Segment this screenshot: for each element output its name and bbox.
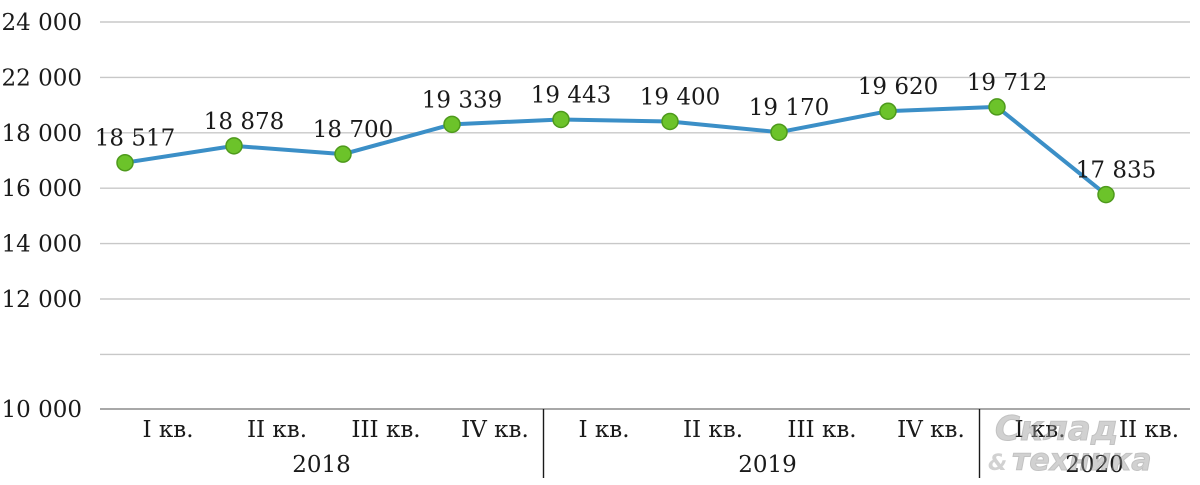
y-tick-label: 22 000: [2, 65, 82, 91]
data-point: [1097, 185, 1115, 204]
data-label: 19 620: [858, 74, 938, 100]
data-point: [988, 98, 1006, 116]
data-label: 17 835: [1076, 158, 1156, 184]
x-group-label: 2020: [1065, 452, 1124, 478]
x-tick-label: IV кв.: [897, 417, 965, 443]
x-axis: I кв. II кв. III кв. IV кв. I кв. II кв. III к…: [142, 409, 1179, 478]
watermark-text-1: Склад: [995, 409, 1118, 449]
x-tick-label: I кв.: [1014, 417, 1065, 443]
data-point: [879, 102, 897, 120]
data-point: [770, 123, 788, 141]
x-tick-label: I кв.: [578, 417, 629, 443]
y-tick-label: 10 000: [2, 397, 82, 423]
y-tick-label: 14 000: [2, 232, 82, 258]
data-labels: 18 517 18 878 18 700 19 339 19 443 19 400 19 1…: [95, 70, 1156, 184]
data-label: 19 170: [749, 95, 829, 121]
x-tick-label: II кв.: [683, 417, 743, 443]
x-tick-label: I кв.: [142, 417, 193, 443]
x-tick-label: III кв.: [351, 417, 420, 443]
data-label: 19 712: [967, 70, 1047, 96]
y-tick-label: 18 000: [2, 121, 82, 147]
data-label: 19 443: [531, 82, 611, 108]
data-label: 18 878: [204, 109, 284, 135]
data-point: [334, 145, 352, 163]
data-label: 19 339: [422, 87, 502, 113]
series-polyline: [124, 104, 1108, 197]
watermark-amp: &: [988, 451, 1007, 476]
x-group-label: 2018: [292, 452, 351, 478]
data-point: [552, 110, 570, 129]
x-tick-label: II кв.: [1119, 417, 1179, 443]
y-tick-label: 16 000: [2, 176, 82, 202]
data-point: [225, 137, 243, 155]
watermark-logo: Склад техника &: [988, 409, 1152, 479]
y-tick-label: 12 000: [2, 287, 82, 313]
y-tick-label: 24 000: [2, 10, 82, 36]
series-line: [124, 104, 1108, 197]
x-group-label: 2019: [738, 452, 797, 478]
x-tick-label: IV кв.: [461, 417, 529, 443]
series-markers: [116, 98, 1115, 204]
x-tick-label: II кв.: [247, 417, 307, 443]
data-point: [661, 112, 679, 131]
data-label: 19 400: [640, 84, 720, 110]
gridlines: [100, 21, 1190, 410]
data-label: 18 700: [313, 117, 393, 143]
x-tick-label: III кв.: [787, 417, 856, 443]
y-axis-ticks: 24 000 22 000 18 000 16 000 14 000 12 000 10 0…: [2, 10, 82, 423]
data-label: 18 517: [95, 126, 175, 152]
watermark-text-2: техника: [1012, 443, 1151, 478]
data-point: [443, 115, 461, 134]
data-point: [116, 153, 134, 172]
